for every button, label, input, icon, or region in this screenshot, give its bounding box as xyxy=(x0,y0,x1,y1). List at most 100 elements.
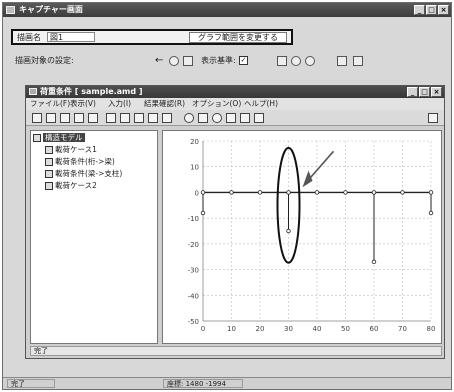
title-bar: キャプチャー画面 _ □ × xyxy=(3,3,451,17)
save-icon[interactable] xyxy=(60,113,70,123)
maximize-button[interactable]: □ xyxy=(426,5,437,15)
x-tick-label: 20 xyxy=(256,325,265,333)
menu-view[interactable]: 表示(V) xyxy=(70,99,96,108)
x-tick-label: 60 xyxy=(370,325,379,333)
node-icon xyxy=(45,146,53,154)
load-condition-window: 荷重条件 [ sample.amd ] _ □ × ファイル(F) 表示(V) … xyxy=(25,85,445,359)
marker-icon[interactable] xyxy=(254,113,264,123)
target-setting-label: 描画対象の設定: xyxy=(15,56,74,65)
new-file-icon[interactable] xyxy=(32,113,42,123)
y-tick-label: -20 xyxy=(188,241,199,249)
close-button[interactable]: × xyxy=(438,5,449,15)
square-icon[interactable] xyxy=(183,56,193,66)
load-drop-point xyxy=(371,259,377,265)
y-tick-label: -10 xyxy=(188,215,199,223)
pointer-arrow-head xyxy=(302,170,313,188)
beam-node xyxy=(229,190,234,195)
beam-node xyxy=(428,190,434,195)
highlight-ellipse xyxy=(276,146,301,264)
menu-input[interactable]: 入力(I) xyxy=(108,99,132,108)
status-bar: 完了 座標: 1480 -1994 xyxy=(3,377,451,389)
structure-tree: 構造モデル 載荷ケース1 載荷条件(桁->梁) 載荷条件(梁->支柱) 載荷ケー… xyxy=(30,130,158,344)
zoom-in-icon[interactable] xyxy=(291,56,301,66)
y-tick-label: 20 xyxy=(190,138,199,146)
settings-row: 描画対象の設定: ← 表示基準: ✓ xyxy=(15,55,445,67)
chart-icon[interactable] xyxy=(148,113,158,123)
list-icon[interactable] xyxy=(74,113,84,123)
node-icon xyxy=(45,158,53,166)
x-tick-label: 0 xyxy=(201,325,205,333)
settings-icon[interactable] xyxy=(337,56,347,66)
help-icon[interactable] xyxy=(212,113,222,123)
inner-maximize-button[interactable]: □ xyxy=(419,87,430,97)
y-tick-label: 10 xyxy=(190,164,199,172)
drawing-name-input[interactable]: 図1 xyxy=(47,32,95,42)
grid-icon[interactable] xyxy=(277,56,287,66)
beam-node xyxy=(286,190,291,195)
y-tick-label: -50 xyxy=(188,318,199,326)
tree-item-load-case-1[interactable]: 載荷ケース1 xyxy=(45,145,97,155)
pointer-icon[interactable] xyxy=(428,113,438,123)
menu-help[interactable]: ヘルプ(H) xyxy=(244,99,278,108)
menu-file[interactable]: ファイル(F) xyxy=(30,99,71,108)
x-tick-label: 10 xyxy=(227,325,236,333)
open-folder-icon[interactable] xyxy=(46,113,56,123)
inner-close-button[interactable]: × xyxy=(431,87,442,97)
copy-icon[interactable] xyxy=(120,113,130,123)
tree-item-load-girder-beam[interactable]: 載荷条件(桁->梁) xyxy=(45,157,115,167)
load-drop-point xyxy=(286,228,291,234)
print-icon[interactable] xyxy=(353,56,363,66)
display-basis-checkbox[interactable]: ✓ xyxy=(239,56,248,65)
folder-icon xyxy=(33,134,41,142)
beam-node xyxy=(343,190,348,195)
x-tick-label: 70 xyxy=(398,325,407,333)
change-range-button[interactable]: グラフ範囲を変更する xyxy=(189,32,287,43)
drawing-name-label: 描画名 xyxy=(17,33,41,42)
flag-icon[interactable] xyxy=(240,113,250,123)
beam-node xyxy=(314,190,320,195)
status-cell-mid xyxy=(163,379,243,388)
tree-item-load-case-2[interactable]: 載荷ケース2 xyxy=(45,181,97,191)
load-diagram-panel[interactable]: 20 10 0 -10 -20 -30 -40 -50 0 10 20 30 40 50 60 70 80 xyxy=(162,130,442,344)
tree-item-load-beam-column[interactable]: 載荷条件(梁->支柱) xyxy=(45,169,122,179)
table-icon[interactable] xyxy=(88,113,98,123)
inner-minimize-button[interactable]: _ xyxy=(407,87,418,97)
inner-window-title: 荷重条件 [ sample.amd ] xyxy=(40,87,143,96)
circle-icon[interactable] xyxy=(169,56,179,66)
coordinate-readout: 座標: 1480 -1994 xyxy=(167,380,226,388)
menu-options[interactable]: オプション(O) xyxy=(192,99,242,108)
toolbar xyxy=(26,110,444,126)
menu-results[interactable]: 結果確認(R) xyxy=(144,99,186,108)
tree-item-structure-model[interactable]: 構造モデル xyxy=(33,133,85,143)
display-basis-label: 表示基準: xyxy=(201,56,236,65)
preview-icon[interactable] xyxy=(106,113,116,123)
status-text: 完了 xyxy=(11,380,25,388)
minimize-button[interactable]: _ xyxy=(414,5,425,15)
inner-title-bar: 荷重条件 [ sample.amd ] _ □ × xyxy=(26,86,444,98)
pointer-arrow-shaft xyxy=(305,150,335,183)
drawing-name-bar: 描画名 図1 グラフ範囲を変更する xyxy=(11,29,293,45)
beam-node xyxy=(200,190,206,195)
app-icon xyxy=(6,6,15,14)
zoom-out-icon[interactable] xyxy=(305,56,315,66)
load-drop-point xyxy=(428,210,434,216)
x-tick-label: 80 xyxy=(427,325,436,333)
x-tick-label: 50 xyxy=(341,325,350,333)
y-tick-label: 0 xyxy=(195,189,199,197)
image-icon[interactable] xyxy=(162,113,172,123)
minus-icon[interactable] xyxy=(198,113,208,123)
arrow-left-icon[interactable]: ← xyxy=(155,55,164,66)
beam-node xyxy=(371,190,377,195)
print-icon[interactable] xyxy=(134,113,144,123)
window-title: キャプチャー画面 xyxy=(19,5,83,14)
x-tick-label: 30 xyxy=(284,325,293,333)
zoom-icon[interactable] xyxy=(184,113,194,123)
beam-node xyxy=(257,190,263,195)
y-tick-label: -30 xyxy=(188,267,199,275)
menu-bar: ファイル(F) 表示(V) 入力(I) 結果確認(R) オプション(O) ヘルプ… xyxy=(26,98,444,110)
node-icon xyxy=(45,170,53,178)
load-drop-point xyxy=(200,210,206,216)
pen-icon[interactable] xyxy=(226,113,236,123)
